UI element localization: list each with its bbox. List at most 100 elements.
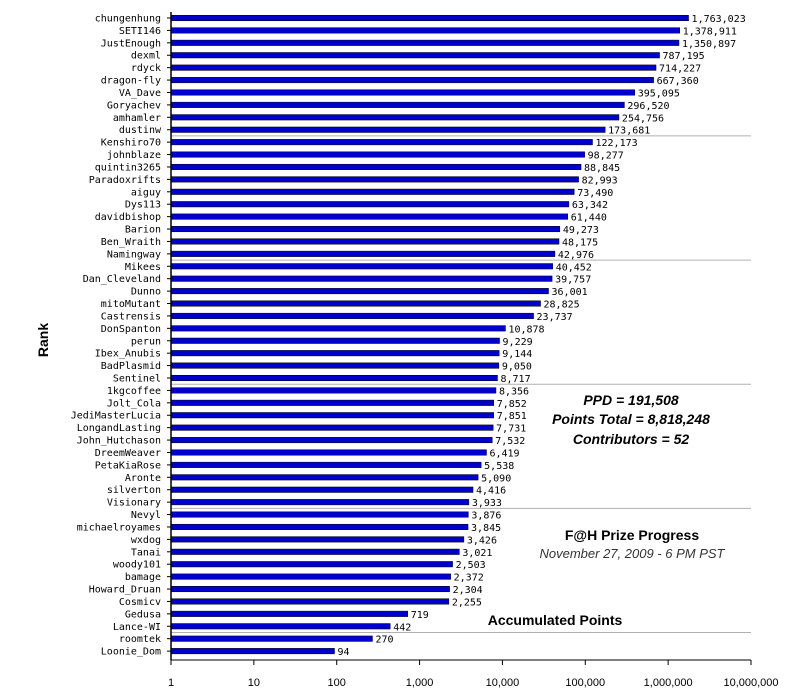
category-label: BadPlasmid <box>101 361 161 372</box>
bar <box>170 486 474 493</box>
category-label: JediMasterLucia <box>71 411 161 422</box>
category-label: Jolt_Cola <box>107 398 161 409</box>
bar <box>170 375 498 381</box>
bar <box>170 412 494 419</box>
bar <box>170 424 494 431</box>
bar <box>170 312 534 319</box>
value-label: 714,227 <box>659 64 701 75</box>
category-label: Namingway <box>107 249 161 260</box>
value-label: 2,304 <box>453 585 483 596</box>
bar <box>170 598 450 605</box>
value-label: 5,538 <box>484 461 514 472</box>
category-label: Dan_Cleveland <box>83 274 161 285</box>
category-label: Howard_Druan <box>89 585 161 596</box>
bar <box>170 523 469 530</box>
bar <box>170 114 620 121</box>
stats-box: PPD = 191,508 Points Total = 8,818,248 C… <box>552 392 710 447</box>
bar <box>170 461 482 468</box>
value-label: 787,195 <box>663 51 705 62</box>
value-label: 1,350,897 <box>682 39 736 50</box>
category-label: silverton <box>107 485 161 496</box>
category-label: Cosmicv <box>119 597 161 608</box>
bar <box>170 52 660 59</box>
bar <box>170 64 657 71</box>
bar <box>170 399 494 406</box>
category-label: Ibex_Anubis <box>95 349 161 360</box>
x-tick-label: 1,000,000 <box>644 677 693 689</box>
category-label: dragon-fly <box>101 76 161 87</box>
bar <box>170 151 585 158</box>
category-label: wxdog <box>131 535 161 546</box>
value-label: 3,933 <box>472 498 502 509</box>
value-label: 1,378,911 <box>683 26 737 37</box>
category-label: Dunno <box>131 287 161 298</box>
value-label: 36,001 <box>552 287 588 298</box>
category-label: quintin3265 <box>95 162 161 173</box>
value-label: 28,825 <box>544 300 580 311</box>
points-total-stat: Points Total = 8,818,248 <box>552 411 710 427</box>
bar <box>170 213 569 220</box>
value-label: 4,416 <box>476 486 506 497</box>
category-label: perun <box>131 336 161 347</box>
category-label: dexml <box>131 51 161 62</box>
value-label: 2,503 <box>456 560 486 571</box>
bar <box>170 474 479 481</box>
category-label: Nevyl <box>131 510 161 521</box>
value-label: 23,737 <box>537 312 573 323</box>
value-label: 10,878 <box>508 324 544 335</box>
bar <box>170 275 553 282</box>
gridlines <box>171 135 751 633</box>
bar <box>170 586 450 593</box>
bar <box>170 139 593 146</box>
bar <box>170 362 500 369</box>
bar <box>170 561 453 568</box>
x-axis-label: Accumulated Points <box>488 612 623 628</box>
y-axis-label: Rank <box>35 323 51 357</box>
category-label: Paradoxrifts <box>89 175 161 186</box>
x-tick-label: 10,000 <box>486 677 520 689</box>
value-label: 1,763,023 <box>692 14 746 25</box>
value-label: 7,731 <box>496 424 526 435</box>
bars-group <box>170 15 689 655</box>
x-ticks: 1 10 100 1,000 10,000 100,000 1,000,000 10,000,… <box>168 660 779 689</box>
x-tick-label: 1 <box>168 677 174 689</box>
bar <box>170 288 549 295</box>
category-label: davidbishop <box>95 212 161 223</box>
category-label: Sentinel <box>113 374 161 385</box>
category-label: johnblaze <box>107 150 161 161</box>
bar <box>170 623 391 630</box>
category-label: LongandLasting <box>77 423 161 434</box>
bar <box>170 499 470 506</box>
contributors-stat: Contributors = 52 <box>573 431 690 447</box>
value-label: 442 <box>393 622 411 633</box>
value-label: 2,255 <box>452 597 482 608</box>
category-label: chungenhung <box>95 14 161 25</box>
category-label: Goryachev <box>107 100 161 111</box>
bar <box>170 126 606 133</box>
category-label: DonSpanton <box>101 324 161 335</box>
bar <box>170 648 335 655</box>
category-label: aiguy <box>131 187 161 198</box>
category-label: mitoMutant <box>101 299 161 310</box>
value-label: 94 <box>337 647 349 658</box>
category-label: woody101 <box>113 560 161 571</box>
value-label: 82,993 <box>582 175 618 186</box>
value-label: 8,356 <box>499 386 529 397</box>
category-label: Tanai <box>131 547 161 558</box>
category-label: Ben_Wraith <box>101 237 161 248</box>
bar <box>170 201 570 208</box>
value-label: 2,372 <box>454 573 484 584</box>
value-label: 42,976 <box>558 250 594 261</box>
value-label: 48,175 <box>562 237 598 248</box>
bar <box>170 437 493 444</box>
bar <box>170 77 654 84</box>
bar <box>170 573 451 580</box>
x-tick-label: 10,000,000 <box>723 677 778 689</box>
bar <box>170 226 561 233</box>
value-label: 7,532 <box>495 436 525 447</box>
value-label: 3,426 <box>467 535 497 546</box>
bar <box>170 238 560 245</box>
bar <box>170 250 556 257</box>
